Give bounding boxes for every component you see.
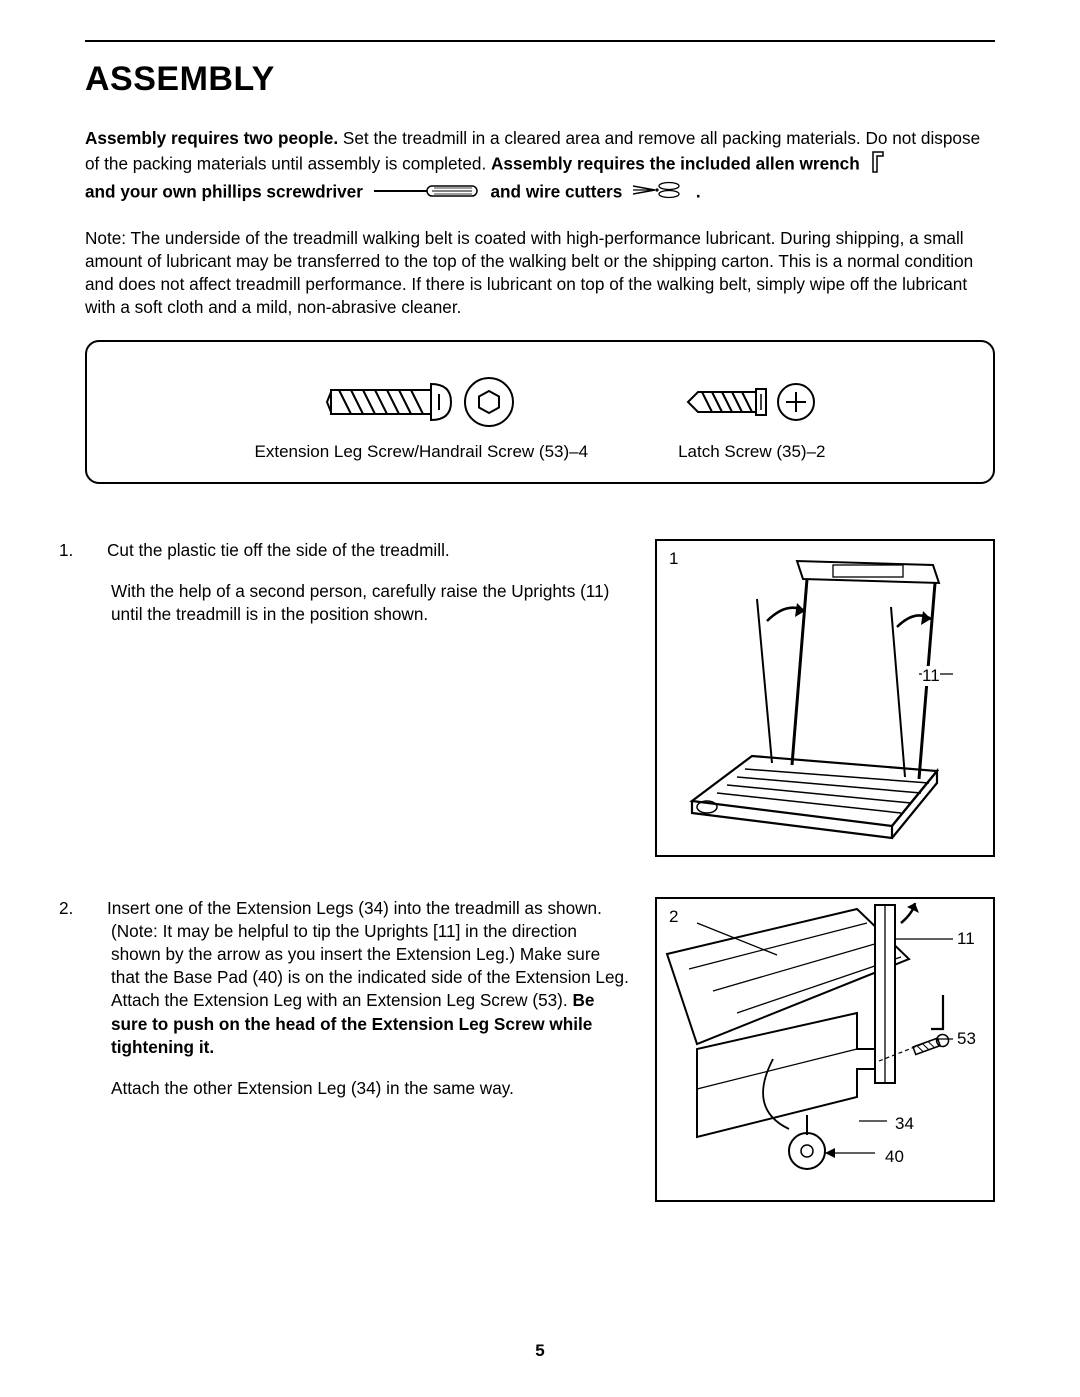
figure-callout: 34 bbox=[895, 1114, 914, 1134]
hex-bolt-icon bbox=[321, 372, 521, 432]
intro-period: . bbox=[696, 182, 701, 202]
hardware-label: Extension Leg Screw/Handrail Screw (53)–… bbox=[255, 442, 589, 462]
extension-leg-diagram bbox=[657, 899, 993, 1199]
section-title: ASSEMBLY bbox=[85, 60, 995, 99]
step-text-a: Cut the plastic tie off the side of the … bbox=[107, 540, 450, 560]
intro-bold-c: and your own phillips screwdriver bbox=[85, 182, 363, 202]
hardware-box: Extension Leg Screw/Handrail Screw (53)–… bbox=[85, 340, 995, 484]
treadmill-raise-diagram bbox=[657, 541, 993, 855]
page-number: 5 bbox=[0, 1341, 1080, 1361]
intro-text-b: and wire cutters bbox=[491, 182, 623, 202]
allen-wrench-icon bbox=[869, 150, 887, 180]
top-rule bbox=[85, 40, 995, 42]
figure-number: 2 bbox=[669, 907, 678, 927]
screwdriver-icon bbox=[372, 182, 482, 205]
intro-bold-b: Assembly requires the included allen wre… bbox=[491, 154, 860, 174]
step-number: 2. bbox=[85, 897, 107, 920]
figure-callout: 11 bbox=[957, 929, 975, 949]
wire-cutters-icon bbox=[631, 180, 687, 206]
step-text-b: With the help of a second person, carefu… bbox=[85, 580, 631, 626]
figure-number: 1 bbox=[669, 549, 678, 569]
assembly-step: 2.Insert one of the Extension Legs (34) … bbox=[85, 897, 995, 1202]
step-text-b: Attach the other Extension Leg (34) in t… bbox=[85, 1077, 631, 1100]
phillips-screw-icon bbox=[682, 372, 822, 432]
hardware-item: Latch Screw (35)–2 bbox=[678, 372, 825, 462]
hardware-label: Latch Screw (35)–2 bbox=[678, 442, 825, 462]
step-text-line: 2.Insert one of the Extension Legs (34) … bbox=[85, 897, 631, 1060]
figure-callout: 40 bbox=[885, 1147, 904, 1167]
step-figure: 2 bbox=[655, 897, 995, 1202]
intro-paragraph: Assembly requires two people. Set the tr… bbox=[85, 127, 995, 207]
figure-callout: 11 bbox=[922, 666, 940, 686]
hardware-item: Extension Leg Screw/Handrail Screw (53)–… bbox=[255, 372, 589, 462]
assembly-step: 1.Cut the plastic tie off the side of th… bbox=[85, 539, 995, 857]
step-text-line: 1.Cut the plastic tie off the side of th… bbox=[85, 539, 631, 562]
step-text-a: Insert one of the Extension Legs (34) in… bbox=[107, 898, 629, 1011]
step-figure: 1 bbox=[655, 539, 995, 857]
figure-callout: 53 bbox=[957, 1029, 976, 1049]
step-number: 1. bbox=[85, 539, 107, 562]
note-paragraph: Note: The underside of the treadmill wal… bbox=[85, 227, 995, 320]
intro-bold-a: Assembly requires two people. bbox=[85, 128, 338, 148]
